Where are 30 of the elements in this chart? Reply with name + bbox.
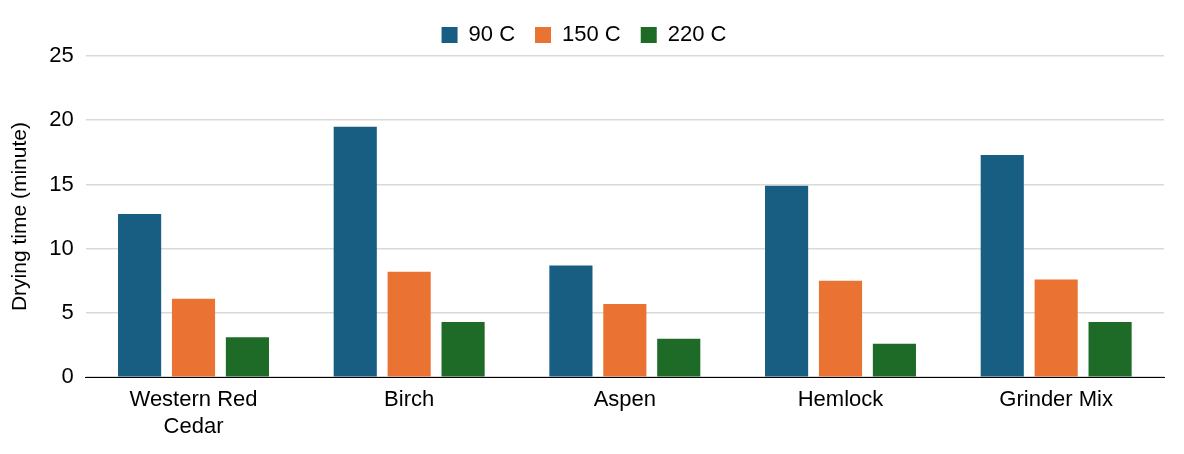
bar <box>118 214 162 377</box>
bar <box>333 126 377 377</box>
x-tick-label: Aspen <box>593 386 657 412</box>
y-tick-label: 25 <box>49 42 74 68</box>
bar <box>1088 321 1132 377</box>
bar <box>1034 279 1078 377</box>
legend-label: 90 C <box>468 21 516 47</box>
x-tick-label: Hemlock <box>797 386 885 412</box>
legend-label: 150 C <box>562 21 621 47</box>
bar <box>387 271 431 377</box>
x-tick-label: Western Red Cedar <box>129 386 258 438</box>
legend-label: 220 C <box>667 21 727 47</box>
x-tick-label: Grinder Mix <box>999 386 1114 412</box>
x-tick-label: Birch <box>384 386 435 412</box>
bar <box>171 298 216 377</box>
bar <box>765 185 809 377</box>
bar <box>818 280 863 377</box>
bar <box>657 338 701 377</box>
y-tick-label: 5 <box>61 299 74 325</box>
y-tick-label: 0 <box>61 363 74 389</box>
y-tick-label: 15 <box>49 170 74 196</box>
bar <box>549 265 593 377</box>
y-tick-label: 20 <box>49 106 74 132</box>
bar <box>980 154 1024 377</box>
bar <box>603 303 647 377</box>
y-tick-label: 10 <box>49 234 74 260</box>
y-axis-title: Drying time (minute) <box>7 122 31 312</box>
bar <box>872 343 916 377</box>
bar <box>225 337 269 377</box>
bar <box>441 321 485 377</box>
